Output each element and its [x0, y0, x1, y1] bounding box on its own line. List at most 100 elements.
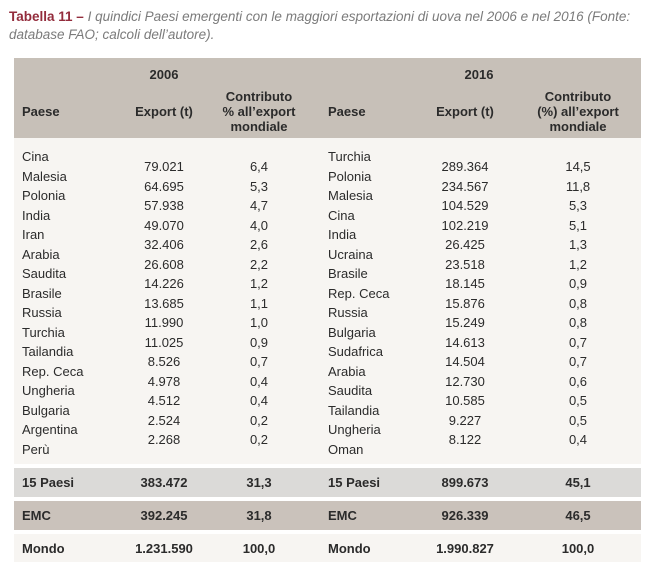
- export-column-2006: 79.021 64.695 57.938 49.070 32.406 26.608 14.2…: [114, 138, 214, 464]
- country-label: Rep. Ceca: [22, 363, 84, 379]
- share-value: 0,9: [249, 334, 269, 350]
- country-label: Turchia: [328, 149, 371, 164]
- export-value: 11.025: [144, 334, 184, 350]
- country-column-2006: Cina Malesia Polonia India Iran Arabia Saudita…: [14, 138, 114, 464]
- table-header: 2006 Paese Export (t) Contributo % all’e…: [14, 58, 641, 138]
- country-label: India: [328, 227, 357, 242]
- summary-export: 1.231.590: [135, 540, 193, 556]
- export-value: 4.978: [147, 373, 181, 389]
- body-half-2006: Cina Malesia Polonia India Iran Arabia Saudita…: [14, 138, 320, 464]
- export-value: 49.070: [144, 217, 184, 233]
- year-2006-label: 2006: [149, 66, 179, 82]
- caption-label: Tabella 11 –: [9, 9, 84, 24]
- country-label: Argentina: [22, 422, 78, 437]
- country-label: Saudita: [22, 266, 67, 281]
- country-label: Malesia: [328, 188, 373, 203]
- share-column-2016: 14,5 11,8 5,3 5,1 1,3 1,2 0,9 0,8 0,8 0,7 0,7 0,6 0,…: [515, 138, 641, 464]
- share-value: 0,4: [249, 373, 269, 389]
- share-value: 0,7: [568, 334, 588, 350]
- body-half-2016: Turchia Polonia Malesia Cina India Ucraina Bra…: [320, 138, 641, 464]
- summary-row-mondo: Mondo 1.231.590 100,0 Mondo 1.990.827 10…: [14, 534, 641, 562]
- country-label: Cina: [22, 149, 49, 164]
- country-label: Russia: [328, 305, 368, 320]
- export-value: 102.219: [441, 217, 489, 233]
- export-value: 64.695: [144, 178, 184, 194]
- caption-description: I quindici Paesi emergenti con le maggio…: [9, 9, 631, 42]
- share-value: 14,5: [565, 159, 591, 174]
- summary-row-emc: EMC 392.245 31,8 EMC 926.339 46,5: [14, 501, 641, 530]
- col-header-share-2006: Contributo % all’export mondiale: [222, 88, 296, 134]
- export-value: 234.567: [441, 178, 489, 194]
- share-value: 4,0: [249, 217, 269, 233]
- export-column-2016: 289.364 234.567 104.529 102.219 26.425 23.518…: [415, 138, 515, 464]
- col-header-paese-2016: Paese: [328, 103, 366, 119]
- country-label: Sudafrica: [328, 344, 383, 359]
- country-label: Perù: [22, 441, 50, 457]
- export-value: 104.529: [441, 198, 489, 213]
- country-label: Tailandia: [22, 344, 74, 359]
- export-value: 9.227: [448, 412, 482, 428]
- summary-share: 100,0: [561, 540, 595, 556]
- export-value: 14.226: [144, 276, 184, 291]
- country-label: Ungheria: [22, 383, 75, 398]
- country-label: Polonia: [22, 188, 66, 203]
- export-value: 289.364: [441, 159, 489, 174]
- summary-share: 31,3: [246, 475, 272, 490]
- share-value: 0,5: [568, 412, 588, 428]
- share-value: 1,0: [249, 315, 269, 330]
- exports-table: 2006 Paese Export (t) Contributo % all’e…: [14, 58, 641, 562]
- country-label: Polonia: [328, 168, 372, 184]
- country-label: India: [22, 207, 51, 223]
- summary-label: EMC: [328, 508, 357, 523]
- share-value: 0,4: [568, 432, 588, 447]
- share-value: 5,3: [249, 178, 269, 194]
- summary-share: 45,1: [565, 475, 591, 490]
- summary-label: Mondo: [22, 540, 65, 556]
- share-value: 0,7: [249, 354, 269, 369]
- summary-share: 100,0: [242, 540, 276, 556]
- share-value: 0,9: [568, 276, 588, 291]
- table-caption: Tabella 11 – I quindici Paesi emergenti …: [9, 8, 659, 43]
- divider: [14, 497, 641, 501]
- header-half-2006: 2006 Paese Export (t) Contributo % all’e…: [14, 58, 320, 138]
- summary-label: EMC: [22, 508, 51, 523]
- export-value: 23.518: [445, 256, 485, 272]
- share-value: 0,5: [568, 393, 588, 408]
- export-value: 13.685: [144, 295, 184, 311]
- share-value: 1,1: [249, 295, 269, 311]
- col-header-export-2016: Export (t): [436, 103, 494, 119]
- share-value: 0,2: [249, 432, 269, 447]
- export-value: 4.512: [147, 393, 181, 408]
- share-value: 1,2: [568, 256, 588, 272]
- share-value: 0,6: [568, 373, 588, 389]
- country-label: Turchia: [22, 324, 65, 340]
- country-column-2016: Turchia Polonia Malesia Cina India Ucraina Bra…: [320, 138, 415, 464]
- year-2016-label: 2016: [464, 66, 494, 82]
- country-label: Tailandia: [328, 402, 380, 418]
- share-value: 0,8: [568, 295, 588, 311]
- export-value: 15.876: [445, 295, 485, 311]
- export-value: 32.406: [144, 237, 184, 252]
- summary-export: 392.245: [140, 508, 188, 523]
- export-value: 79.021: [144, 159, 184, 174]
- summary-label: Mondo: [328, 540, 371, 556]
- summary-export: 899.673: [441, 475, 489, 490]
- share-value: 4,7: [249, 198, 269, 213]
- export-value: 26.425: [445, 237, 485, 252]
- export-value: 14.613: [445, 334, 485, 350]
- export-value: 8.526: [147, 354, 181, 369]
- share-value: 5,1: [568, 217, 588, 233]
- country-label: Iran: [22, 227, 45, 242]
- header-half-2016: 2016 Paese Export (t) Contributo (%) all…: [320, 58, 641, 138]
- country-label: Brasile: [328, 266, 368, 281]
- summary-export: 926.339: [441, 508, 489, 523]
- divider: [14, 464, 641, 468]
- country-label: Ucraina: [328, 246, 373, 262]
- share-value: 1,2: [249, 276, 269, 291]
- country-label: Russia: [22, 305, 62, 320]
- share-value: 2,2: [249, 256, 269, 272]
- country-label: Saudita: [328, 383, 373, 398]
- country-label: Bulgaria: [328, 324, 376, 340]
- summary-row-15-paesi: 15 Paesi 383.472 31,3 15 Paesi 899.673 4…: [14, 468, 641, 497]
